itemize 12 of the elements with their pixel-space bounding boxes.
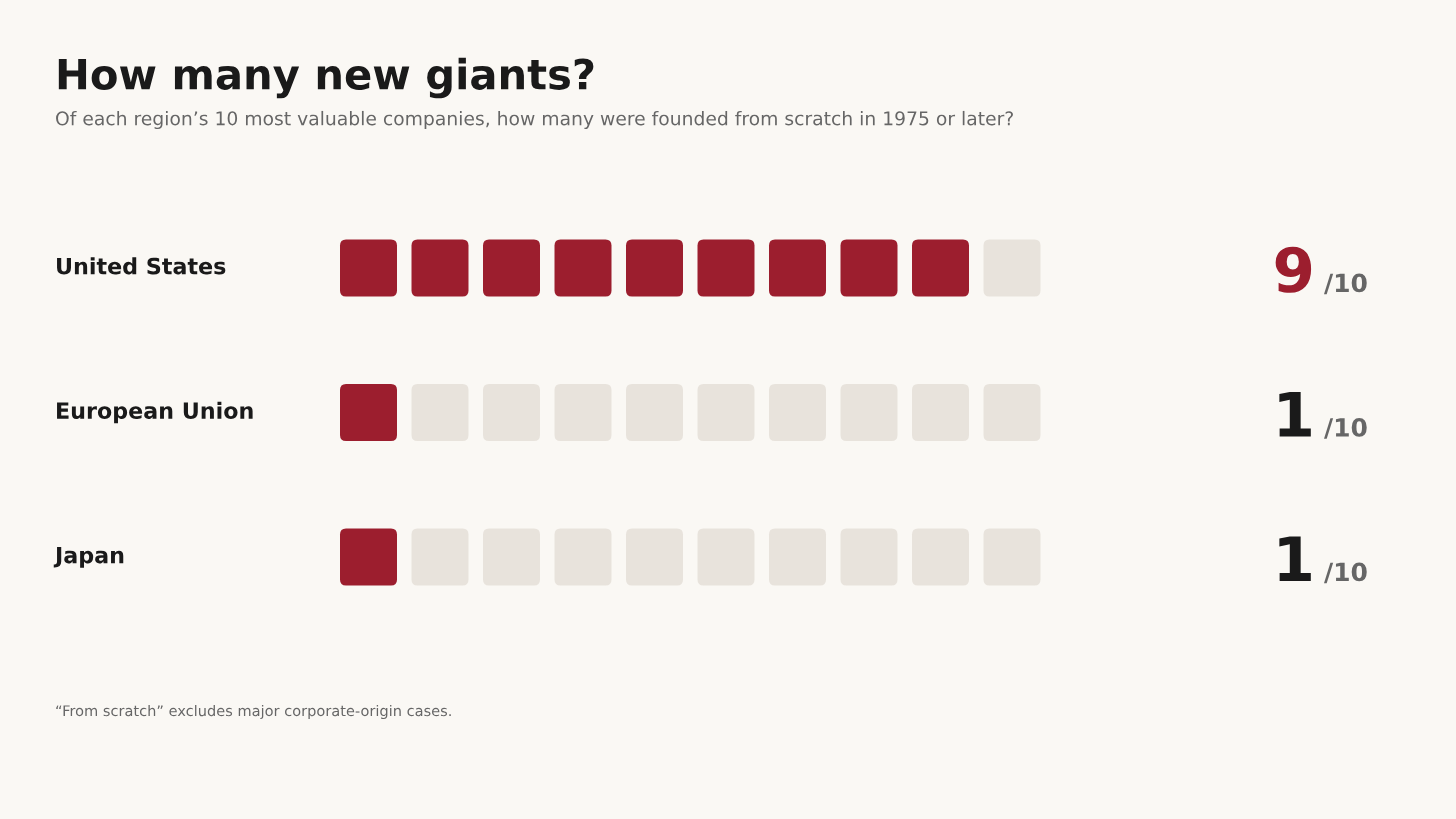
text: How many new giants? xyxy=(58,57,594,99)
text: “From scratch” excludes major corporate-origin cases. xyxy=(56,704,451,720)
data-label: 9 xyxy=(1275,246,1312,293)
data-label: 1 xyxy=(1279,391,1311,437)
category-label: United States xyxy=(57,257,226,275)
text: Of each region’s 10 most valuable companies, how many were founded from scratch in 1975 or later? xyxy=(56,110,1013,130)
category-label: Japan xyxy=(53,546,124,568)
data-label: 1 xyxy=(1279,536,1311,581)
data-label: /10 xyxy=(1324,273,1367,295)
data-label: /10 xyxy=(1324,417,1367,439)
category-label: European Union xyxy=(57,401,253,424)
data-label: /10 xyxy=(1324,562,1367,584)
